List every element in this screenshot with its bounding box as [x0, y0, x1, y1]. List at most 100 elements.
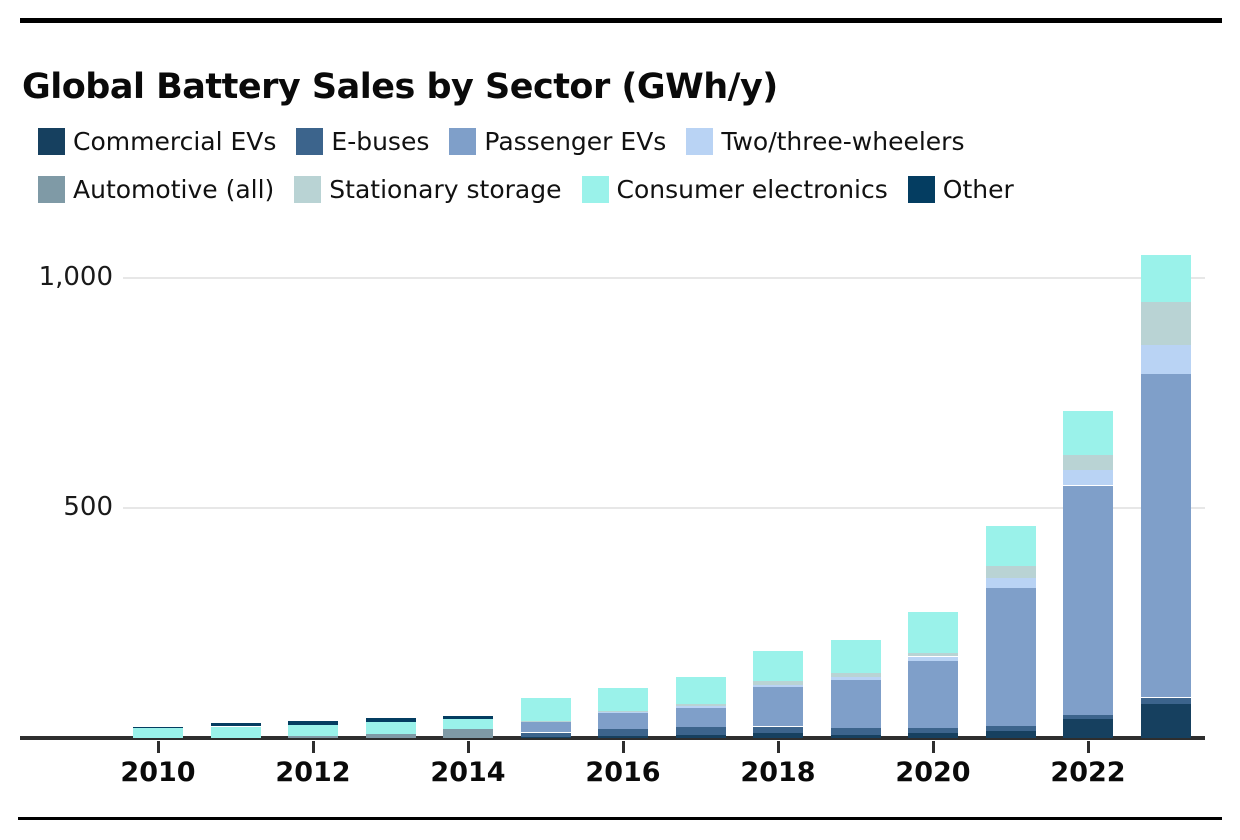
y-tick-label-1000: 1,000 — [38, 262, 113, 292]
x-tick-label-2022: 2022 — [1050, 757, 1126, 788]
bottom-border-rule — [18, 817, 1222, 820]
bar-segment-passenger-evs-2016 — [598, 713, 648, 729]
bar-segment-consumer-electronics-2018 — [753, 650, 803, 682]
gridline-500 — [123, 507, 1205, 509]
bar-segment-consumer-electronics-2011 — [210, 726, 261, 738]
bar-segment-passenger-evs-2021 — [985, 587, 1036, 726]
bar-segment-commercial-evs-2021 — [985, 730, 1036, 738]
legend-item-e-buses: E-buses — [296, 127, 429, 156]
legend-item-two-three-wheelers: Two/three-wheelers — [686, 127, 964, 156]
bar-segment-passenger-evs-2017 — [675, 707, 726, 728]
x-tick-mark-2016 — [621, 741, 625, 753]
bar-segment-passenger-evs-2023 — [1140, 373, 1191, 698]
legend-swatch-automotive-all — [38, 175, 65, 203]
bar-2018 — [753, 0, 803, 738]
bar-segment-automotive-all-2014 — [443, 729, 493, 738]
legend-row-2: Automotive (all) Stationary storage Consum… — [38, 174, 1014, 204]
bar-segment-two-three-wheelers-2018 — [753, 684, 803, 688]
bar-segment-e-buses-2015 — [520, 732, 571, 737]
bar-segment-two-three-wheelers-2021 — [985, 577, 1036, 588]
legend-label-commercial-evs: Commercial EVs — [73, 126, 277, 156]
gridline-1000 — [123, 277, 1205, 279]
bar-segment-passenger-evs-2022 — [1063, 485, 1113, 715]
bar-segment-commercial-evs-2015 — [520, 736, 571, 738]
bar-2010 — [133, 0, 183, 738]
x-tick-mark-2014 — [466, 741, 470, 753]
bar-segment-consumer-electronics-2022 — [1063, 410, 1113, 455]
bar-2020 — [908, 0, 958, 738]
bar-segment-stationary-storage-2022 — [1063, 454, 1113, 471]
x-tick-label-2010: 2010 — [120, 757, 196, 788]
legend-item-other: Other — [907, 175, 1014, 204]
bar-2023 — [1140, 0, 1191, 738]
bar-segment-commercial-evs-2017 — [675, 735, 726, 738]
bar-segment-two-three-wheelers-2016 — [598, 712, 648, 714]
x-tick-mark-2020 — [931, 741, 935, 753]
x-tick-label-2014: 2014 — [430, 757, 506, 788]
bar-segment-consumer-electronics-2010 — [133, 728, 183, 738]
bar-2022 — [1063, 0, 1113, 738]
bar-segment-consumer-electronics-2023 — [1140, 255, 1191, 302]
bar-segment-e-buses-2020 — [908, 727, 958, 734]
bar-segment-consumer-electronics-2014 — [443, 719, 493, 730]
legend-swatch-consumer-electronics — [581, 175, 609, 203]
bar-2021 — [985, 0, 1036, 738]
x-tick-label-2012: 2012 — [275, 757, 351, 788]
bar-segment-stationary-storage-2021 — [985, 566, 1036, 578]
bar-segment-commercial-evs-2023 — [1140, 703, 1191, 738]
bar-segment-commercial-evs-2019 — [830, 734, 881, 738]
bar-segment-consumer-electronics-2015 — [520, 697, 571, 721]
bar-segment-stationary-storage-2017 — [675, 704, 726, 706]
bar-segment-commercial-evs-2016 — [598, 735, 648, 738]
bar-segment-commercial-evs-2022 — [1063, 719, 1113, 738]
x-tick-label-2016: 2016 — [585, 757, 661, 788]
bar-segment-stationary-storage-2023 — [1140, 301, 1191, 346]
bar-segment-passenger-evs-2018 — [753, 687, 803, 727]
legend-item-consumer-electronics: Consumer electronics — [581, 174, 888, 204]
chart-title: Global Battery Sales by Sector (GWh/y) — [22, 67, 778, 108]
bar-segment-consumer-electronics-2012 — [288, 725, 338, 736]
bar-segment-commercial-evs-2018 — [753, 733, 803, 738]
bar-segment-stationary-storage-2018 — [753, 681, 803, 685]
legend-item-stationary-storage: Stationary storage — [294, 175, 562, 204]
legend-row-1: Commercial EVs E-buses Passenger EVs Two/th… — [38, 126, 964, 156]
bar-2011 — [210, 0, 261, 738]
bar-segment-two-three-wheelers-2023 — [1140, 345, 1191, 374]
bar-segment-e-buses-2021 — [985, 725, 1036, 731]
bar-2016 — [598, 0, 648, 738]
legend-item-passenger-evs: Passenger EVs — [449, 127, 666, 156]
bar-segment-other-2010 — [133, 726, 183, 729]
y-tick-label-500: 500 — [63, 492, 113, 522]
x-tick-label-2018: 2018 — [740, 757, 816, 788]
bar-segment-other-2014 — [443, 715, 493, 720]
bar-2013 — [365, 0, 416, 738]
bar-segment-other-2012 — [288, 721, 338, 726]
bar-segment-two-three-wheelers-2019 — [830, 676, 881, 680]
top-border-rule — [20, 18, 1222, 23]
legend-label-two-three-wheelers: Two/three-wheelers — [721, 126, 965, 156]
bar-segment-consumer-electronics-2016 — [598, 688, 648, 712]
bar-segment-e-buses-2023 — [1140, 697, 1191, 704]
bar-segment-two-three-wheelers-2022 — [1063, 470, 1113, 486]
bar-segment-e-buses-2022 — [1063, 715, 1113, 720]
x-tick-mark-2022 — [1086, 741, 1090, 753]
bar-segment-consumer-electronics-2021 — [985, 525, 1036, 566]
bar-segment-stationary-storage-2020 — [908, 652, 958, 657]
bar-2015 — [520, 0, 571, 738]
bar-segment-two-three-wheelers-2015 — [520, 721, 571, 722]
legend-label-consumer-electronics: Consumer electronics — [616, 174, 888, 204]
bar-segment-automotive-all-2013 — [365, 733, 416, 738]
x-tick-mark-2018 — [776, 741, 780, 753]
legend-swatch-stationary-storage — [294, 175, 322, 203]
bar-segment-passenger-evs-2019 — [830, 680, 881, 728]
bar-segment-automotive-all-2012 — [288, 735, 338, 738]
bar-segment-e-buses-2018 — [753, 726, 803, 734]
bar-2014 — [443, 0, 493, 738]
bar-segment-passenger-evs-2015 — [520, 721, 571, 733]
bar-segment-other-2013 — [365, 718, 416, 722]
legend-label-e-buses: E-buses — [331, 126, 430, 156]
bar-segment-e-buses-2017 — [675, 727, 726, 736]
legend-swatch-two-three-wheelers — [686, 127, 714, 155]
legend-label-automotive-all: Automotive (all) — [73, 174, 275, 204]
legend-label-passenger-evs: Passenger EVs — [484, 126, 667, 156]
